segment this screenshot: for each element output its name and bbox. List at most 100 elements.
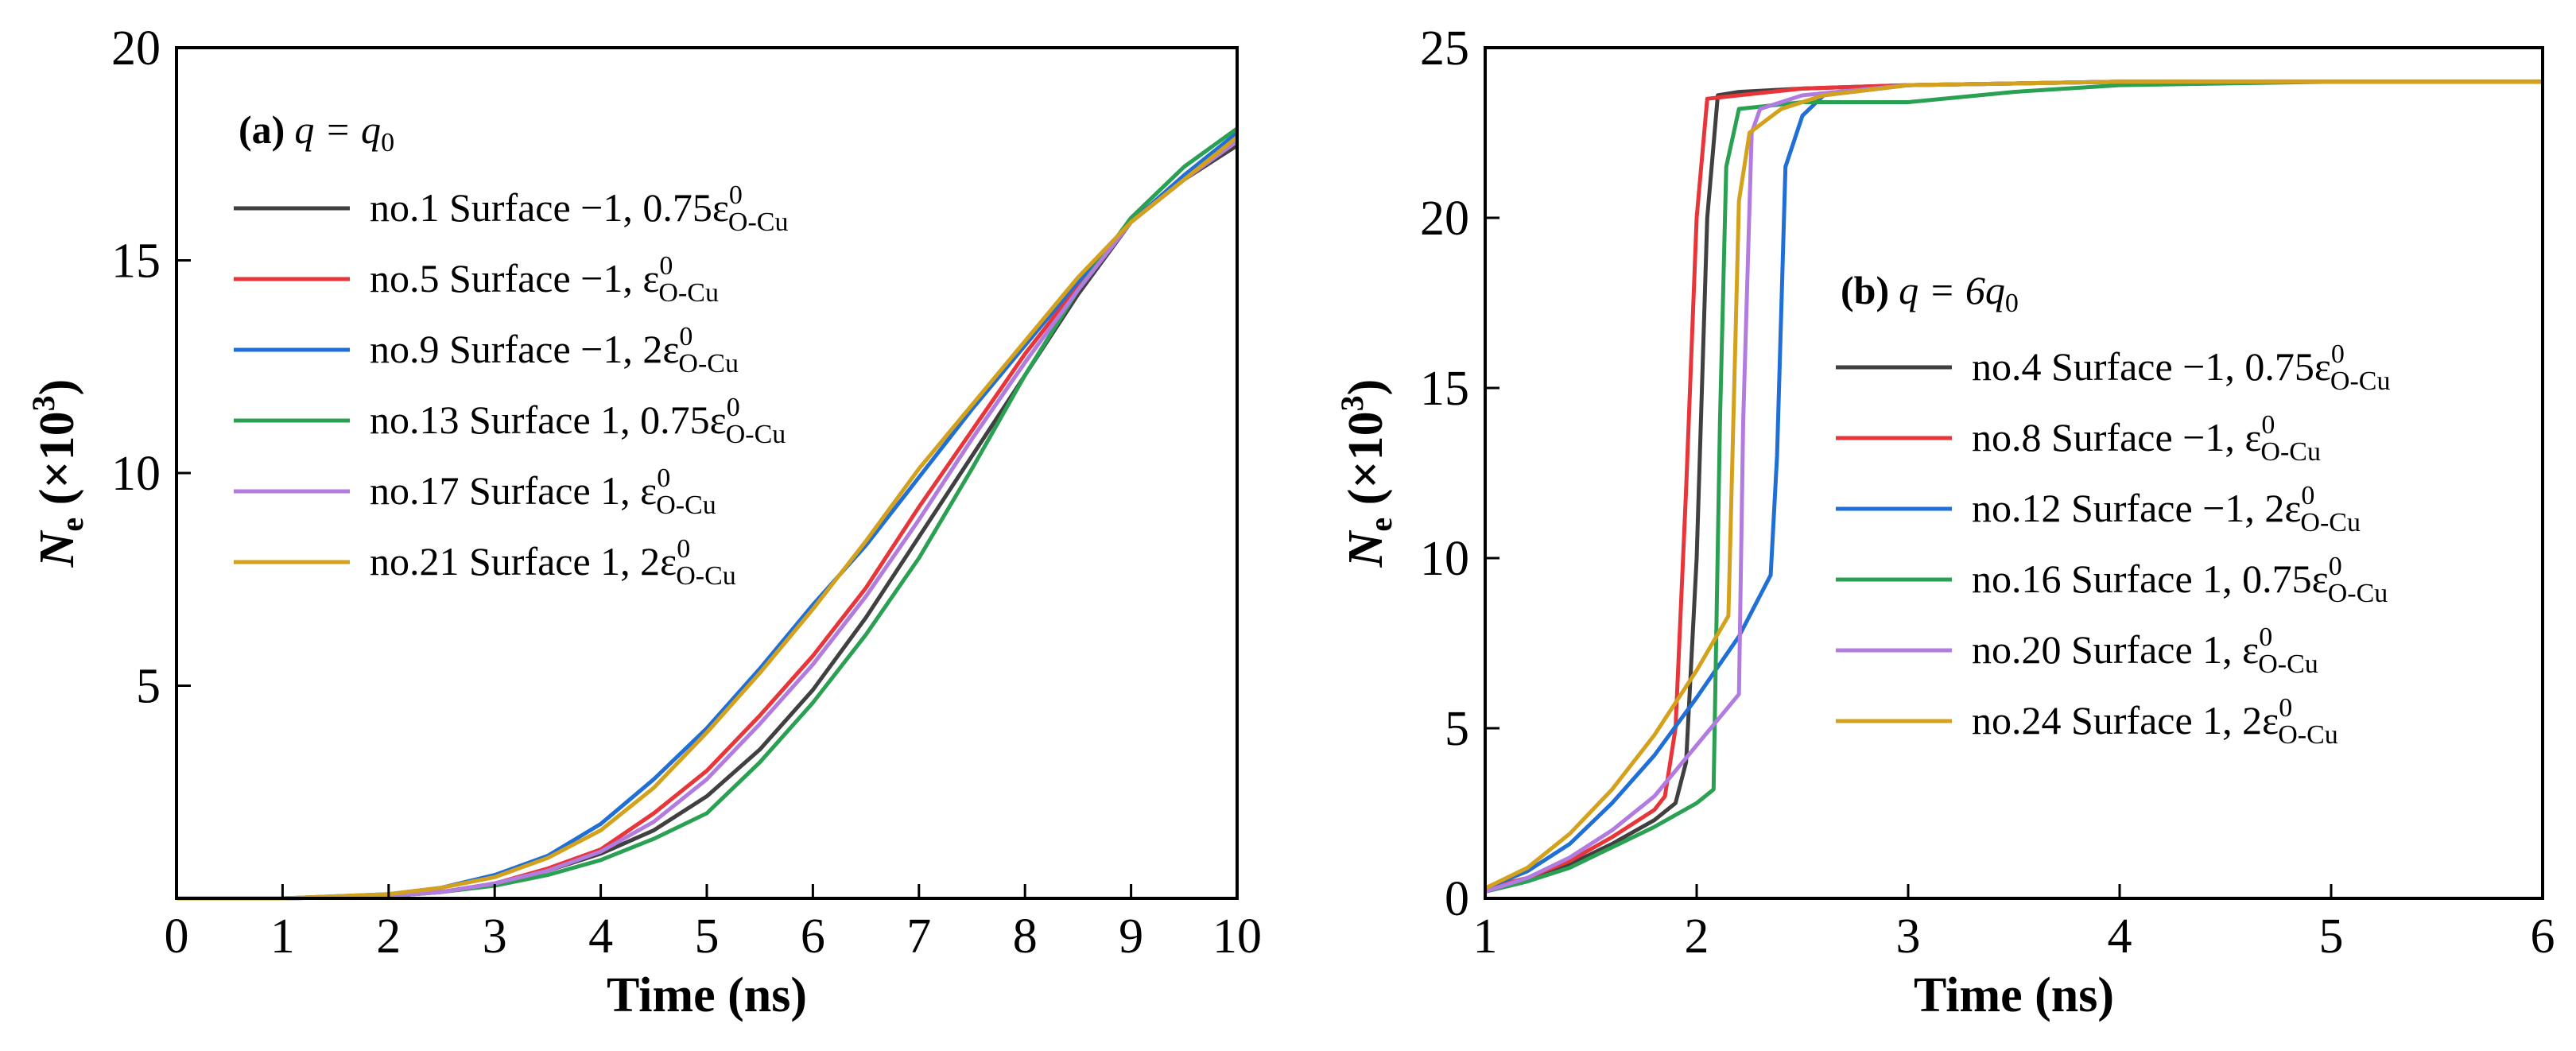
panel-a-x-tick-label: 10: [1212, 909, 1262, 964]
panel-a-x-tick-label: 4: [588, 909, 613, 964]
panel-a-series-line-1: [177, 143, 1239, 901]
legend-name: no.12 Surface −1, 2ε: [1972, 486, 2301, 530]
panel-a-legend-label-1: no.1 Surface −1, 0.75ε0 O-Cu: [370, 180, 788, 237]
panel-b-label: (b) q = 6q0: [1841, 268, 2019, 318]
panel-a-x-tick-label: 3: [483, 909, 507, 964]
legend-subscript: O-Cu: [658, 278, 719, 308]
panel-b-legend-label-4: no.16 Surface 1, 0.75ε0 O-Cu: [1972, 552, 2388, 608]
panel-b-y-axis-title: Ne (×103): [1334, 379, 1399, 568]
panel-a-y-axis-close: ): [30, 379, 84, 396]
panel-a-x-tick-label: 5: [695, 909, 720, 964]
panel-b-y-axis-symbol: N: [1339, 529, 1393, 568]
panel-a-letter: (a): [239, 107, 285, 152]
panel-a-y-axis-title: Ne (×103): [25, 379, 90, 568]
panel-b-series: [1484, 80, 2543, 894]
legend-subscript: O-Cu: [726, 420, 786, 449]
legend-name: no.24 Surface 1, 2ε: [1972, 698, 2279, 743]
panel-b-x-tick-label: 2: [1685, 909, 1709, 964]
panel-b-legend: no.4 Surface −1, 0.75ε0 O-Cu no.8 Surface …: [1836, 339, 2390, 750]
legend-name: no.16 Surface 1, 0.75ε: [1972, 557, 2329, 601]
panel-b-y-tick-label: 0: [1445, 872, 1469, 926]
legend-superscript: 0: [2329, 552, 2342, 581]
legend-superscript: 0: [729, 180, 743, 210]
panel-b-series-line-3: [1484, 80, 2543, 890]
panel-b-legend-label-6: no.24 Surface 1, 2ε0 O-Cu: [1972, 693, 2338, 750]
panel-b-y-axis-subscript: e: [1363, 518, 1399, 532]
panel-a-y-tick-label: 5: [136, 660, 161, 714]
panel-b-plot-frame: [1484, 46, 2544, 900]
legend-name: no.21 Surface 1, 2ε: [370, 539, 677, 584]
panel-b-y-tick-label: 10: [1420, 532, 1469, 586]
panel-b-formula: q = 6q: [1899, 268, 2005, 312]
legend-name: no.13 Surface 1, 0.75ε: [370, 398, 727, 442]
panel-b-legend-label-3: no.12 Surface −1, 2ε0 O-Cu: [1972, 481, 2361, 537]
panel-a-y-tick-label: 15: [111, 235, 161, 289]
panel-a-x-tick-label: 8: [1013, 909, 1038, 964]
legend-superscript: 0: [677, 534, 690, 564]
legend-superscript: 0: [657, 463, 670, 493]
panel-a-legend-label-3: no.9 Surface −1, 2ε0 O-Cu: [370, 322, 739, 378]
legend-superscript: 0: [679, 322, 692, 351]
legend-name: no.9 Surface −1, 2ε: [370, 327, 679, 371]
legend-name: no.1 Surface −1, 0.75ε: [370, 185, 729, 230]
panel-a-x-axis-title: Time (ns): [607, 968, 807, 1022]
panel-b-y-tick-label: 5: [1445, 702, 1469, 756]
panel-a-legend-label-4: no.13 Surface 1, 0.75ε0 O-Cu: [370, 393, 786, 449]
panel-a-legend-label-2: no.5 Surface −1, ε0 O-Cu: [370, 251, 719, 308]
legend-subscript: O-Cu: [728, 207, 789, 237]
legend-subscript: O-Cu: [656, 491, 716, 520]
panel-a-x-tick-label: 6: [801, 909, 825, 964]
legend-name: no.8 Surface −1, ε: [1972, 415, 2261, 460]
legend-superscript: 0: [2261, 410, 2275, 440]
panel-a-legend-label-5: no.17 Surface 1, ε0 O-Cu: [370, 463, 716, 520]
legend-superscript: 0: [2301, 481, 2314, 510]
legend-subscript: O-Cu: [678, 349, 739, 378]
panel-a-x-tick-label: 0: [165, 909, 189, 964]
legend-subscript: O-Cu: [2300, 508, 2361, 537]
panel-b-x-axis-title: Time (ns): [1914, 968, 2114, 1022]
panel-b-y-tick-label: 25: [1420, 21, 1469, 76]
legend-superscript: 0: [2279, 693, 2292, 723]
panel-b-formula-subscript: 0: [2005, 289, 2019, 318]
panel-a-x-tick-label: 9: [1119, 909, 1143, 964]
panel-b-x-tick-label: 4: [2108, 909, 2132, 964]
panel-b-y-axis-unit: (×10: [1339, 411, 1393, 517]
panel-a-x-tick-label: 2: [376, 909, 401, 964]
panel-b-y-tick-label: 15: [1420, 362, 1469, 416]
panel-b-y-tick-label: 20: [1420, 192, 1469, 246]
panel-a-formula-subscript: 0: [381, 128, 394, 157]
legend-superscript: 0: [659, 251, 673, 281]
panel-a-series-line-6: [177, 135, 1239, 901]
panel-a-label: (a) q = q0: [239, 107, 394, 157]
legend-name: no.20 Surface 1, ε: [1972, 627, 2259, 672]
panel-b-legend-label-2: no.8 Surface −1, ε0 O-Cu: [1972, 410, 2321, 467]
panel-a-y-axis-superscript: 3: [25, 395, 61, 411]
legend-superscript: 0: [2331, 339, 2345, 369]
panel-a-y-tick-label: 20: [111, 21, 161, 76]
legend-superscript: 0: [727, 393, 740, 422]
legend-subscript: O-Cu: [2258, 650, 2318, 679]
panel-a-series: [177, 126, 1239, 901]
legend-subscript: O-Cu: [676, 561, 736, 591]
panel-a-x-tick-label: 7: [906, 909, 931, 964]
panel-a-y-tick-label: 10: [111, 447, 161, 501]
legend-superscript: 0: [2259, 622, 2272, 652]
panel-b-legend-label-1: no.4 Surface −1, 0.75ε0 O-Cu: [1972, 339, 2390, 396]
legend-name: no.17 Surface 1, ε: [370, 468, 657, 513]
legend-subscript: O-Cu: [2328, 579, 2388, 608]
panel-b-ticks: 1 2 3 4 5 6 0 5 10 15 20 25: [1420, 21, 2555, 964]
panel-a-series-line-5: [177, 139, 1239, 901]
panel-b-x-tick-label: 6: [2531, 909, 2555, 964]
legend-subscript: O-Cu: [2330, 366, 2391, 396]
panel-a-y-axis-unit: (×10: [30, 411, 84, 517]
panel-b-y-axis-close: ): [1339, 379, 1393, 396]
panel-a-x-tick-label: 1: [270, 909, 295, 964]
panel-b-series-line-6: [1484, 80, 2543, 890]
panel-b-x-tick-label: 5: [2319, 909, 2344, 964]
panel-a-ticks: 0 1 2 3 4 5 6 7 8 9 10 5 10 15 20: [111, 21, 1262, 964]
panel-b-x-tick-label: 1: [1473, 909, 1498, 964]
panel-a-y-axis-symbol: N: [30, 529, 84, 568]
